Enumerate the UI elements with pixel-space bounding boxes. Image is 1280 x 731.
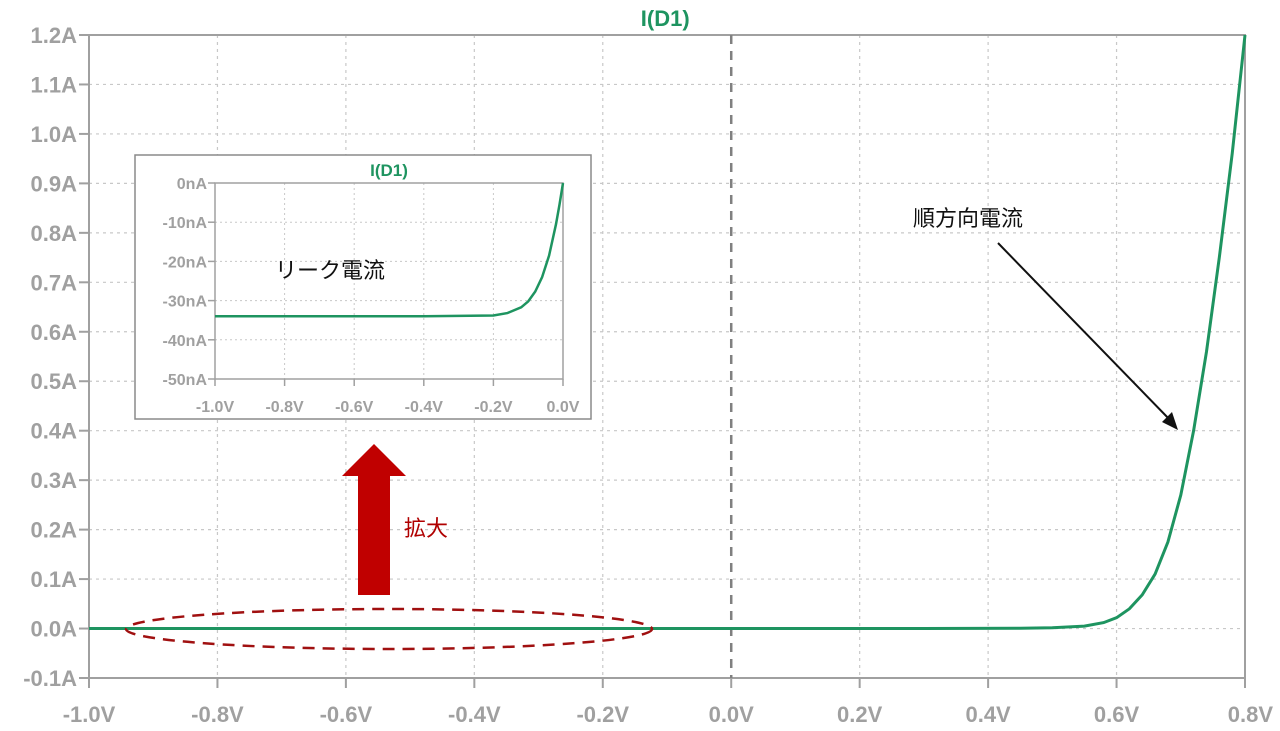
forward-current-label: 順方向電流 [913, 207, 1023, 232]
main-y-tick-label: 0.7A [31, 270, 78, 295]
main-y-tick-label: -0.1A [23, 666, 77, 691]
inset-y-tick-label: -20nA [163, 254, 208, 271]
zoom-region-ellipse [124, 607, 654, 651]
zoom-arrow [342, 444, 406, 595]
inset-y-tick-label: -30nA [163, 294, 208, 311]
main-plot: -0.1A 0.0A 0.1A 0.2A 0.3A 0.4A 0.5A 0.6A 0.7A 0.8… [23, 6, 1273, 727]
main-series-line [89, 34, 1247, 630]
main-y-tick-label: 0.2A [31, 518, 78, 543]
main-x-tick-label: 0.8V [1228, 702, 1274, 727]
main-x-tick-label: 0.2V [837, 702, 883, 727]
inset-x-ticks: -1.0V -0.8V -0.6V -0.4V -0.2V 0.0V [196, 379, 580, 416]
main-y-tick-label: 0.9A [31, 171, 78, 196]
main-y-tick-label: 1.0A [31, 122, 78, 147]
inset-series-line [215, 182, 565, 318]
inset-plot-frame [214, 182, 564, 380]
main-y-tick-label: 0.6A [31, 320, 78, 345]
main-x-tick-label: 0.6V [1094, 702, 1140, 727]
main-y-tick-label: 0.5A [31, 369, 78, 394]
main-y-tick-label: 0.1A [31, 567, 78, 592]
main-y-tick-label: 0.3A [31, 468, 78, 493]
main-plot-frame [88, 34, 1246, 679]
inset-y-tick-label: -10nA [163, 215, 208, 232]
inset-x-tick-label: -0.4V [405, 399, 444, 416]
forward-current-arrow [997, 242, 1178, 430]
main-y-ticks: -0.1A 0.0A 0.1A 0.2A 0.3A 0.4A 0.5A 0.6A 0.7A 0.8… [23, 23, 89, 691]
main-y-tick-label: 0.0A [31, 617, 78, 642]
main-x-tick-label: 0.4V [965, 702, 1011, 727]
main-y-tick-label: 0.8A [31, 221, 78, 246]
inset-y-tick-label: 0nA [177, 176, 208, 193]
main-x-tick-label: -0.8V [191, 702, 244, 727]
main-y-tick-label: 1.2A [31, 23, 78, 48]
inset-plot: 0nA-10nA-20nA-30nA-40nA-50nA -1.0V -0.8V -… [134, 154, 592, 420]
inset-y-ticks: 0nA -10nA -20nA -30nA -40nA -50nA [163, 176, 215, 389]
main-y-tick-label: 1.1A [31, 72, 78, 97]
inset-box [134, 154, 592, 420]
main-chart-title: I(D1) [641, 6, 690, 31]
inset-x-tick-label: 0.0V [547, 399, 580, 416]
inset-y-tick-label: -50nA [163, 372, 208, 389]
inset-x-tick-label: -0.8V [265, 399, 304, 416]
main-x-tick-label: -0.6V [320, 702, 373, 727]
main-grid [89, 35, 1245, 678]
main-x-tick-label: -0.4V [448, 702, 501, 727]
main-x-ticks: -1.0V -0.8V -0.6V -0.4V -0.2V 0.0V 0.2V 0.4V 0.6… [63, 678, 1274, 727]
main-x-tick-label: -0.2V [576, 702, 629, 727]
inset-x-tick-label: -1.0V [196, 399, 235, 416]
inset-grid [215, 183, 563, 379]
inset-y-tick-label: -40nA [163, 333, 208, 350]
inset-chart-title: I(D1) [370, 161, 408, 180]
inset-x-tick-label: -0.2V [474, 399, 513, 416]
main-x-tick-label: 0.0V [709, 702, 755, 727]
zoom-label: 拡大 [404, 517, 448, 542]
inset-x-tick-label: -0.6V [335, 399, 374, 416]
leakage-current-label: リーク電流 [275, 259, 385, 284]
main-x-tick-label: -1.0V [63, 702, 116, 727]
main-y-tick-label: 0.4A [31, 419, 78, 444]
